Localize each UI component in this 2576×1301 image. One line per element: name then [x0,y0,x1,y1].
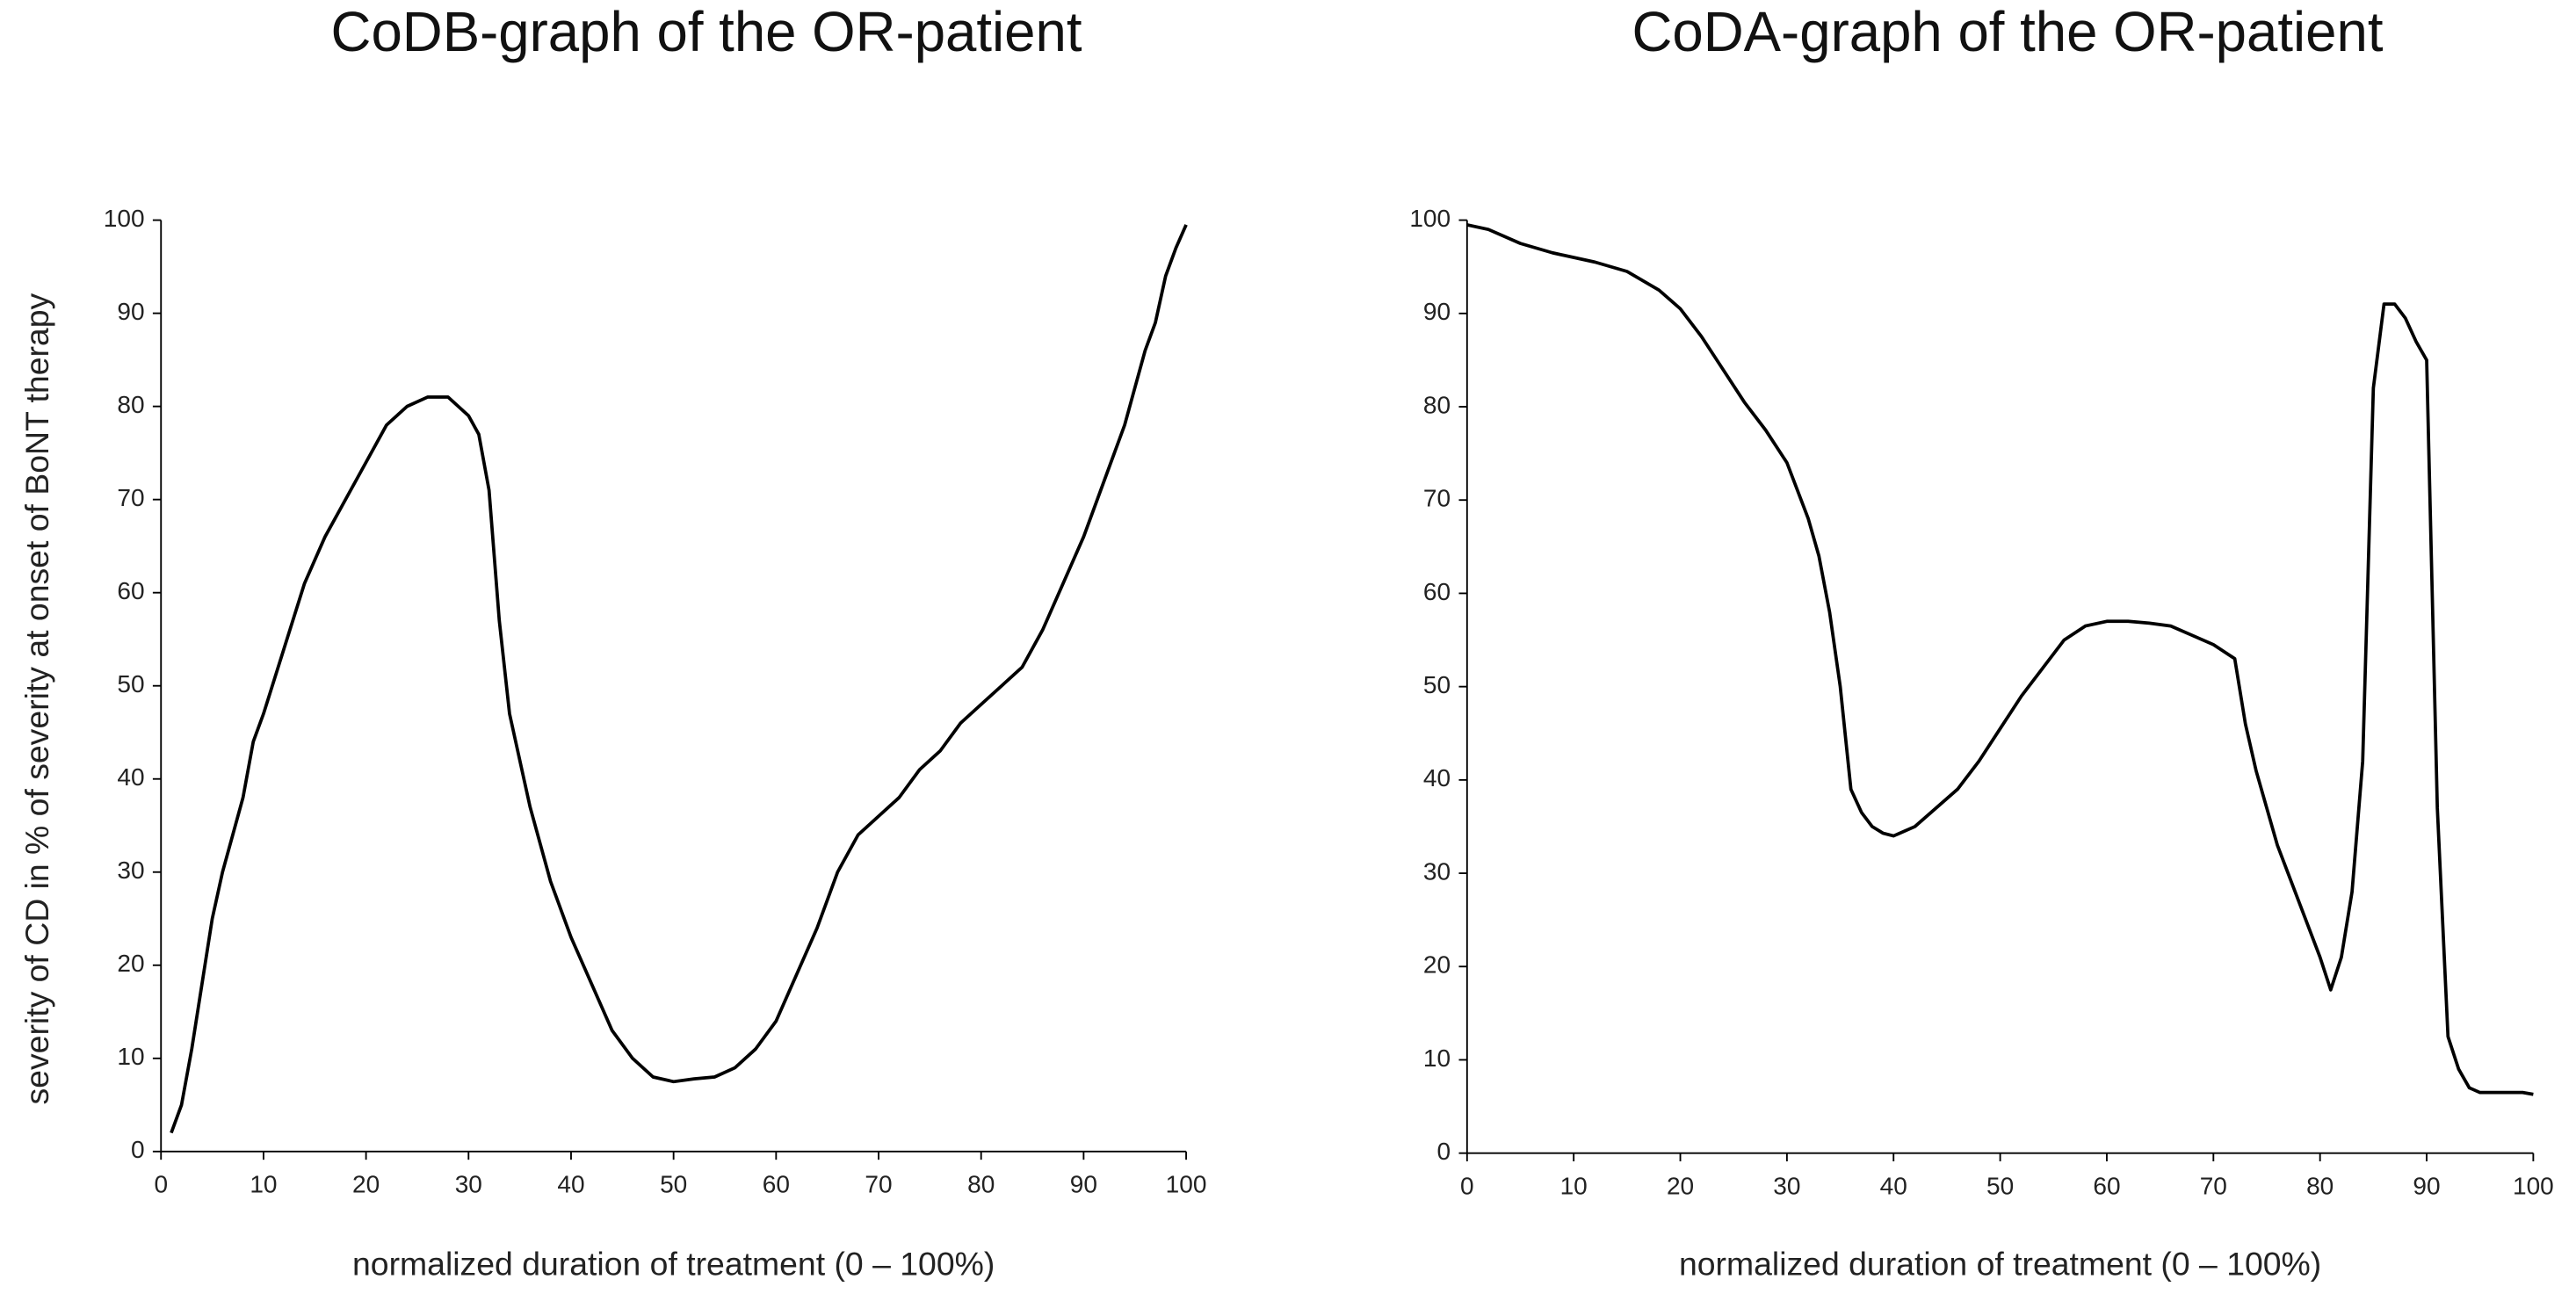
y-tick-label: 70 [117,484,144,511]
y-tick-label: 30 [1423,857,1451,885]
x-tick-label: 80 [967,1170,995,1197]
x-tick-label: 60 [2093,1172,2120,1199]
y-axis-label: severity of CD in % of severity at onset… [18,293,55,1105]
x-tick-label: 60 [763,1170,790,1197]
x-tick-label: 20 [1667,1172,1694,1199]
y-tick-label: 10 [1423,1044,1451,1072]
y-tick-label: 0 [131,1136,145,1163]
x-tick-label: 100 [1166,1170,1207,1197]
y-tick-label: 80 [1423,391,1451,418]
y-tick-label: 50 [117,670,144,697]
x-tick-label: 90 [1070,1170,1097,1197]
x-tick-label: 100 [2513,1172,2554,1199]
chart-title: CoDA-graph of the OR-patient [1632,1,2384,63]
x-axis-label: normalized duration of treatment (0 – 10… [352,1246,995,1283]
x-tick-label: 10 [250,1170,277,1197]
x-tick-label: 70 [865,1170,892,1197]
data-line [170,224,1188,1134]
x-tick-label: 20 [352,1170,380,1197]
x-tick-label: 40 [1880,1172,1907,1199]
y-tick-label: 20 [117,950,144,977]
y-tick-label: 70 [1423,485,1451,512]
y-tick-label: 100 [1409,205,1451,232]
x-axis-label: normalized duration of treatment (0 – 10… [1679,1246,2321,1283]
x-tick-label: 70 [2200,1172,2227,1199]
y-tick-label: 100 [104,205,145,232]
chart-title: CoDB-graph of the OR-patient [331,1,1082,63]
y-tick-label: 60 [117,577,144,604]
x-tick-label: 30 [455,1170,482,1197]
y-tick-label: 40 [117,763,144,791]
x-tick-label: 10 [1560,1172,1588,1199]
data-line [1466,223,2534,1096]
x-tick-label: 90 [2413,1172,2440,1199]
x-tick-label: 30 [1773,1172,1800,1199]
x-tick-label: 0 [1460,1172,1474,1199]
y-tick-label: 30 [117,856,144,884]
x-tick-label: 50 [660,1170,687,1197]
y-tick-label: 0 [1437,1138,1451,1165]
x-tick-label: 40 [557,1170,584,1197]
y-tick-label: 80 [117,391,144,418]
y-tick-label: 60 [1423,578,1451,605]
x-tick-label: 0 [154,1170,168,1197]
y-tick-label: 50 [1423,671,1451,698]
x-tick-label: 80 [2306,1172,2334,1199]
y-tick-label: 20 [1423,951,1451,979]
x-tick-label: 50 [1986,1172,2014,1199]
y-tick-label: 90 [1423,298,1451,325]
y-tick-label: 40 [1423,764,1451,791]
y-tick-label: 90 [117,298,144,325]
y-tick-label: 10 [117,1043,144,1070]
